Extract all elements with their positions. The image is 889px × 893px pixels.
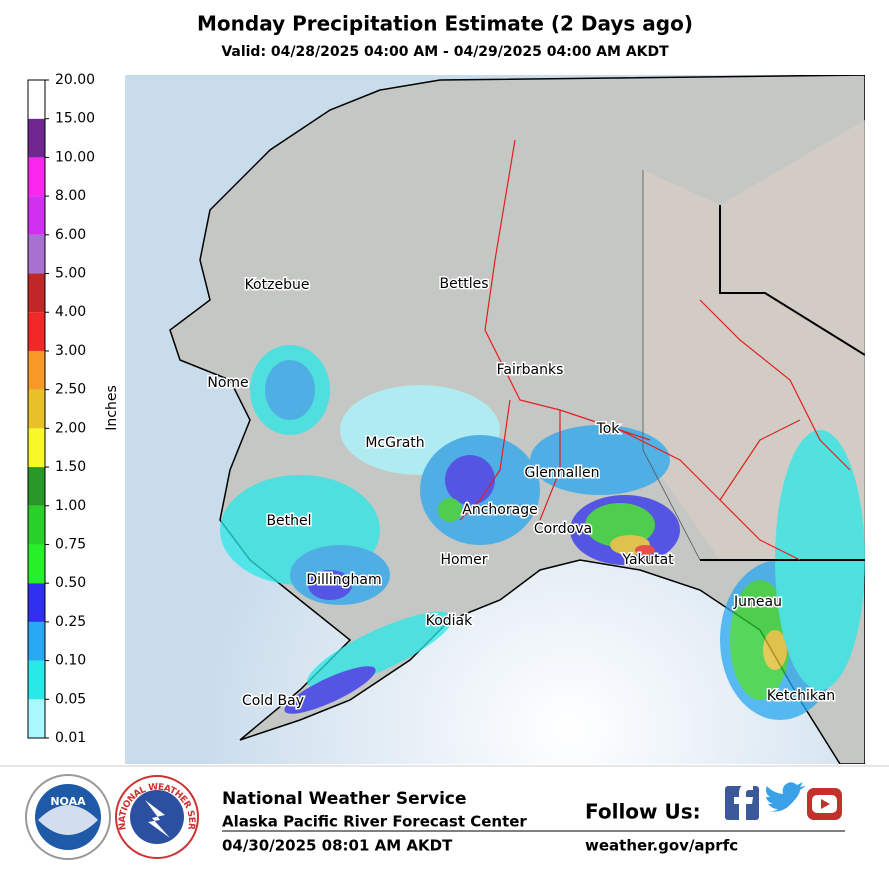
colorbar-band <box>28 389 45 429</box>
colorbar-tick-label: 10.00 <box>55 149 95 165</box>
city-label: Yakutat <box>621 552 674 568</box>
colorbar-tick-label: 15.00 <box>55 111 95 127</box>
colorbar-band <box>28 544 45 584</box>
colorbar-band <box>28 157 45 197</box>
city-label: Kotzebue <box>245 277 310 293</box>
colorbar-tick-label: 8.00 <box>55 188 86 204</box>
colorbar-tick-label: 0.50 <box>55 575 86 591</box>
subtitle: Valid: 04/28/2025 04:00 AM - 04/29/2025 … <box>221 44 669 60</box>
colorbar-band <box>28 428 45 468</box>
colorbar-band <box>28 467 45 506</box>
colorbar-tick-label: 0.10 <box>55 653 86 669</box>
city-label: McGrath <box>365 435 424 451</box>
colorbar-frame <box>27 79 46 739</box>
colorbar-tick-label: 5.00 <box>55 266 86 282</box>
youtube-icon[interactable] <box>807 788 842 820</box>
region-line <box>642 170 701 561</box>
precip-areas <box>220 345 865 720</box>
colorbar-band <box>28 312 45 351</box>
timestamp: 04/30/2025 08:01 AM AKDT <box>222 837 453 855</box>
roads <box>459 139 851 561</box>
city-label: Cordova <box>534 521 592 537</box>
title: Monday Precipitation Estimate (2 Days ag… <box>197 12 693 36</box>
colorbar-label: Inches <box>104 385 120 430</box>
noaa-logo-text: NOAA <box>50 795 86 808</box>
colorbar-band <box>28 118 45 158</box>
colorbar-tick-label: 2.50 <box>55 382 86 398</box>
colorbar-band <box>28 350 45 390</box>
colorbar-tick-label: 0.05 <box>55 691 86 707</box>
city-label: Nome <box>207 375 248 391</box>
facebook-icon[interactable] <box>725 784 759 820</box>
city-label: Bethel <box>266 513 311 529</box>
city-label: Tok <box>596 421 621 437</box>
city-label: Anchorage <box>462 502 537 518</box>
city-label: Kodiak <box>426 613 473 629</box>
border <box>719 205 865 356</box>
colorbar-band <box>28 80 45 119</box>
colorbar-band <box>28 273 45 313</box>
colorbar-band <box>28 505 45 545</box>
city-label: Bettles <box>440 276 489 292</box>
colorbar-tick-label: 1.00 <box>55 498 86 514</box>
city-label: Cold Bay <box>242 693 304 709</box>
follow-label: Follow Us: <box>585 800 701 824</box>
org-name: National Weather Service <box>222 789 467 809</box>
colorbar-band <box>28 196 45 235</box>
colorbar-tick-label: 2.00 <box>55 420 86 436</box>
noaa-logo: NOAA <box>25 774 111 860</box>
colorbar-band <box>28 660 45 700</box>
colorbar-tick-label: 6.00 <box>55 227 86 243</box>
city-label: Dillingham <box>306 572 381 588</box>
city-label: Ketchikan <box>767 688 835 704</box>
twitter-icon[interactable] <box>765 782 806 812</box>
colorbar-tick-label: 20.00 <box>55 72 95 88</box>
colorbar-tick-label: 0.01 <box>55 730 86 746</box>
colorbar-tick-label: 1.50 <box>55 459 86 475</box>
colorbar-tick-label: 3.00 <box>55 343 86 359</box>
colorbar: 0.01 0.05 0.10 0.25 0.50 0.75 1.00 1.50 2.00 2.50… <box>27 72 95 746</box>
map <box>125 75 865 764</box>
colorbar-tick-label: 0.25 <box>55 614 86 630</box>
colorbar-tick-label: 0.75 <box>55 536 86 552</box>
city-label: Glennallen <box>525 465 600 481</box>
website[interactable]: weather.gov/aprfc <box>585 837 738 855</box>
city-label: Juneau <box>733 594 782 610</box>
office-name: Alaska Pacific River Forecast Center <box>222 813 527 831</box>
colorbar-tick-label: 4.00 <box>55 304 86 320</box>
colorbar-band <box>28 234 45 274</box>
colorbar-band <box>28 621 45 661</box>
city-label: Homer <box>440 552 487 568</box>
colorbar-band <box>28 699 45 738</box>
city-labels: Kotzebue Bettles Nome Fairbanks McGrath Tok Gl… <box>206 275 837 711</box>
city-label: Fairbanks <box>497 362 564 378</box>
colorbar-band <box>28 583 45 622</box>
